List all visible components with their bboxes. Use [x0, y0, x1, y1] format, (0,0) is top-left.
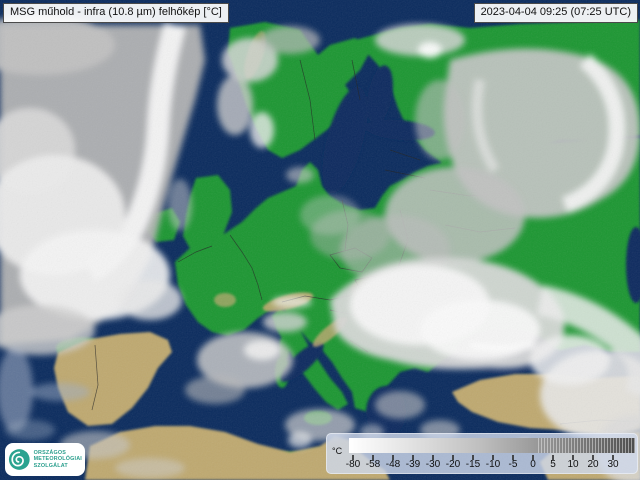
scale-tick-marks	[352, 455, 614, 460]
scale-tick-label: -39	[405, 459, 421, 470]
scale-tick	[492, 455, 494, 460]
scale-tick-label: 30	[607, 459, 619, 470]
scale-tick	[472, 455, 474, 460]
scale-tick	[592, 455, 594, 460]
scale-tick	[392, 455, 394, 460]
scale-tick	[452, 455, 454, 460]
scale-tick-label: -58	[365, 459, 381, 470]
scale-tick-labels: -80 -58 -48 -39 -30 -20 -15 -10 -5 0 5 1…	[343, 459, 623, 470]
logo-line-1: ORSZÁGOS	[33, 449, 67, 456]
cyclone-spiral-icon	[8, 449, 30, 470]
scale-tick	[412, 455, 414, 460]
scale-tick	[432, 455, 434, 460]
scale-tick-label: -5	[508, 459, 518, 470]
scale-tick	[612, 455, 614, 460]
image-title-text: MSG műhold - infra (10.8 µm) felhőkép [°…	[10, 6, 222, 18]
scale-tick	[512, 455, 514, 460]
scale-tick-label: -30	[425, 459, 441, 470]
logo-line-3: SZOLGÁLAT	[33, 462, 68, 469]
scale-tick	[532, 455, 534, 460]
scale-tick-label: 0	[530, 459, 536, 470]
scale-unit-label: °C	[332, 446, 343, 456]
image-title: MSG műhold - infra (10.8 µm) felhőkép [°…	[3, 3, 229, 23]
scale-tick-label: -20	[445, 459, 461, 470]
image-timestamp-text: 2023-04-04 09:25 (07:25 UTC)	[480, 6, 631, 18]
scale-tick-label: 5	[550, 459, 556, 470]
scale-tick-label: 20	[587, 459, 599, 470]
scale-tick	[552, 455, 554, 460]
logo-line-2: METEOROLÓGIAI	[33, 456, 82, 463]
temperature-scale-legend: °C -80 -58 -48 -39 -30 -20 -15 -10 -5 0 …	[326, 433, 638, 474]
scale-tick-label: -80	[345, 459, 361, 470]
omsz-logo-text: ORSZÁGOS METEOROLÓGIAI SZOLGÁLAT	[34, 450, 82, 469]
scale-tick	[372, 455, 374, 460]
scale-tick-label: -15	[465, 459, 481, 470]
scale-tick-label: -48	[385, 459, 401, 470]
scale-tick-label: 10	[567, 459, 579, 470]
image-timestamp: 2023-04-04 09:25 (07:25 UTC)	[473, 3, 638, 23]
scale-tick	[352, 455, 354, 460]
scale-tick-label: -10	[485, 459, 501, 470]
scale-tick	[572, 455, 574, 460]
temperature-gradient-bar	[349, 438, 635, 453]
omsz-logo: ORSZÁGOS METEOROLÓGIAI SZOLGÁLAT	[5, 443, 85, 476]
